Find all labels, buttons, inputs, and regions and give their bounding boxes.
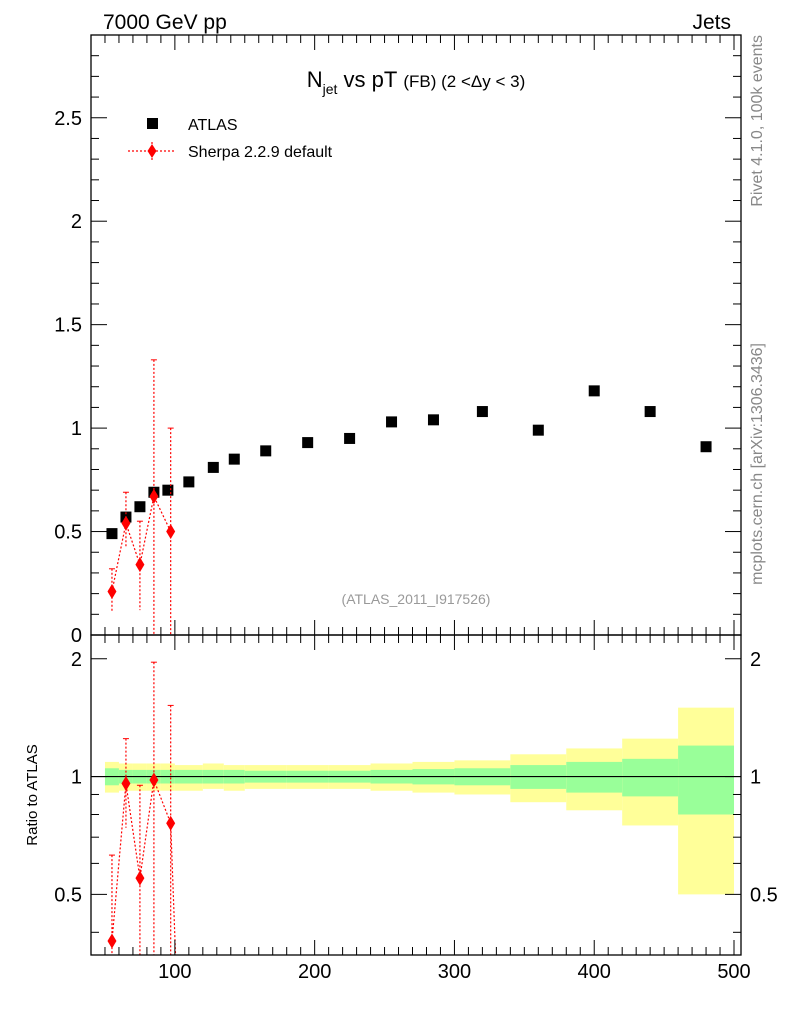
ratio-y-tick-label: 0.5: [54, 884, 82, 906]
atlas-data-point: [344, 432, 356, 444]
atlas-data-point: [532, 424, 544, 436]
title-main: N: [307, 67, 323, 92]
x-tick-label: 500: [717, 961, 750, 983]
green-band-segment: [566, 761, 623, 793]
atlas-data-point: [106, 528, 118, 540]
legend: ATLAS Sherpa 2.2.9 default: [128, 117, 333, 161]
x-tick-label: 100: [158, 961, 191, 983]
rivet-version-label: Rivet 4.1.0, 100k events: [749, 35, 766, 207]
atlas-data-point: [207, 461, 219, 473]
legend-sherpa-label: Sherpa 2.2.9 default: [188, 144, 333, 161]
atlas-data-point: [260, 445, 272, 457]
header-energy-label: 7000 GeV pp: [103, 11, 227, 34]
atlas-data-point: [386, 416, 398, 428]
ratio-plot-frame: [90, 634, 742, 956]
sherpa-ratio-point: [121, 776, 131, 792]
ratio-y-tick-label: 1: [71, 767, 82, 789]
title-rest: vs pT: [337, 67, 397, 92]
y-tick-label: 2: [71, 211, 82, 233]
y-tick-label: 1: [71, 418, 82, 440]
atlas-data-point: [162, 484, 174, 496]
atlas-data-point: [427, 414, 439, 426]
sherpa-ratio-line: [111, 777, 172, 942]
y-tick-label: 1.5: [54, 315, 82, 337]
mcplots-label: mcplots.cern.ch [arXiv:1306.3436]: [749, 343, 766, 585]
y-tick-label: 2.5: [54, 108, 82, 130]
sherpa-data-point: [121, 515, 131, 531]
sherpa-data-point: [166, 524, 176, 540]
sherpa-ratio-point: [166, 815, 176, 831]
title-sub: jet: [322, 81, 338, 97]
header-category-label: Jets: [692, 11, 731, 34]
x-tick-label: 300: [438, 961, 471, 983]
sherpa-ratio-point: [107, 933, 117, 949]
sherpa-ratio-line-tail: [170, 823, 177, 955]
atlas-data-point: [644, 406, 656, 418]
atlas-data-point: [476, 406, 488, 418]
sherpa-data-point: [149, 488, 159, 504]
atlas-data-point: [228, 453, 240, 465]
atlas-data-point: [302, 437, 314, 449]
y-tick-label: 0.5: [54, 522, 82, 544]
x-tick-label: 400: [578, 961, 611, 983]
atlas-data-point: [183, 476, 195, 488]
atlas-data-point: [588, 385, 600, 397]
atlas-data-point: [134, 501, 146, 513]
legend-sherpa-marker: [147, 144, 157, 158]
green-band-segment: [678, 745, 735, 815]
sherpa-ratio-point: [149, 772, 159, 788]
plot-title: Njet vs pT (FB) (2 <Δy < 3): [307, 67, 525, 97]
x-tick-label: 200: [298, 961, 331, 983]
legend-atlas-marker: [147, 118, 158, 129]
legend-atlas-label: ATLAS: [188, 117, 238, 134]
green-band-segment: [622, 758, 679, 797]
atlas-data-point: [700, 441, 712, 453]
ratio-y-tick-label-right: 0.5: [750, 884, 778, 906]
uncertainty-bands: [104, 707, 735, 895]
sherpa-data-point: [107, 584, 117, 600]
ratio-y-tick-label-right: 2: [750, 649, 761, 671]
y-tick-label: 0: [71, 625, 82, 647]
ratio-y-axis-label: Ratio to ATLAS: [24, 744, 41, 845]
title-small: (FB) (2 <Δy < 3): [403, 72, 525, 91]
ratio-y-tick-label: 2: [71, 649, 82, 671]
analysis-id-watermark: (ATLAS_2011_I917526): [342, 591, 491, 607]
sherpa-data-point: [135, 557, 145, 573]
ratio-y-tick-label-right: 1: [750, 767, 761, 789]
sherpa-ratio-point: [135, 870, 145, 886]
